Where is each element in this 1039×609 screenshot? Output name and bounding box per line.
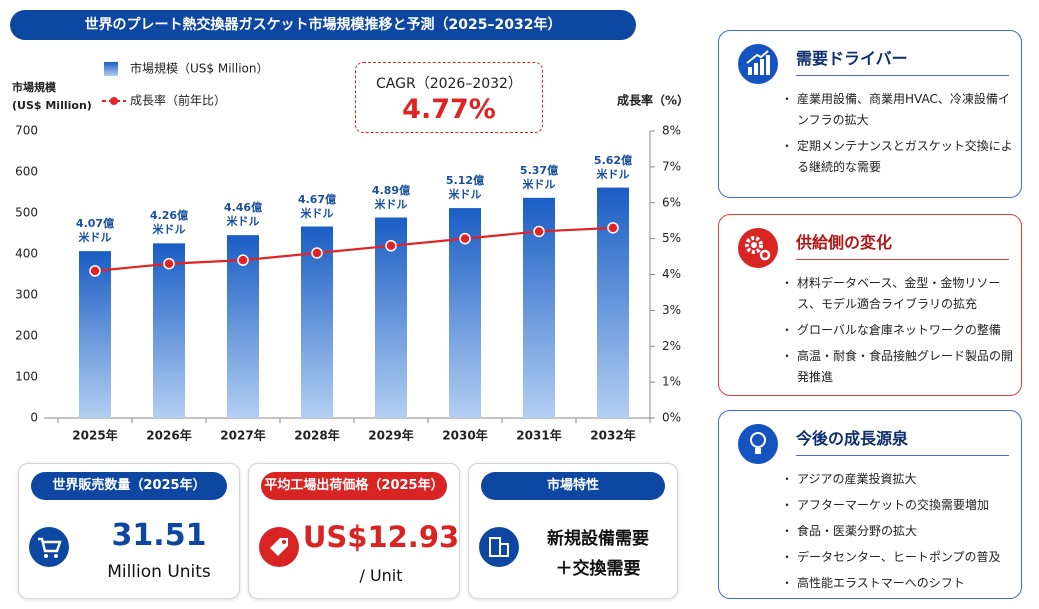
panel: 今後の成長源泉 アジアの産業投資拡大アフターマーケットの交換需要増加食品・医薬分…: [718, 410, 1022, 599]
divider: [796, 259, 1009, 260]
y2-tick-label: 5%: [662, 231, 681, 245]
point: [533, 225, 545, 238]
point: [459, 232, 471, 245]
y-axis-title: (US$ Million): [12, 99, 92, 112]
y-tick-label: 600: [15, 165, 38, 179]
y-tick-label: 0: [30, 411, 38, 425]
bullet-list: 産業用設備、商業用HVAC、冷凍設備インフラの拡大定期メンテナンスとガスケット交…: [781, 89, 1013, 183]
panel-title: 需要ドライバー: [796, 49, 908, 68]
bullet: アフターマーケットの交換需要増加: [781, 495, 1013, 516]
y-tick-label: 200: [15, 329, 38, 343]
value-label: 4.67億 米ドル: [297, 192, 337, 220]
y-tick-label: 100: [15, 370, 38, 384]
value-label: 4.26億 米ドル: [149, 209, 189, 237]
x-tick-label: 2025年: [72, 428, 117, 443]
value-label: 4.89億 米ドル: [371, 183, 411, 211]
point: [237, 254, 249, 266]
panel-title: 今後の成長源泉: [796, 429, 909, 448]
point: [385, 240, 397, 252]
x-tick-label: 2030年: [442, 428, 487, 443]
chart: 市場規模 (US$ Million) 成長率（%） 0 100 200 300 400 5…: [12, 61, 689, 443]
x-tick-label: 2032年: [590, 428, 635, 443]
value-label: 5.37億 米ドル: [519, 163, 559, 191]
bullet: 食品・医薬分野の拡大: [781, 521, 1013, 542]
bullet: 定期メンテナンスとガスケット交換による継続的な需要: [781, 136, 1013, 178]
bullet: 高性能エラストマーへのシフト: [781, 573, 1013, 594]
value-label: 5.12億 米ドル: [445, 174, 485, 202]
y2-tick-label: 6%: [662, 195, 681, 209]
card-unit: / Unit: [359, 566, 403, 585]
panel-title: 供給側の変化: [796, 233, 893, 252]
y2-tick-label: 3%: [662, 303, 681, 317]
cagr-value: 4.77%: [402, 94, 496, 125]
y2-tick-label: 4%: [662, 267, 681, 281]
card-title: 平均工場出荷価格（2025年）: [261, 472, 447, 500]
point: [163, 257, 175, 270]
bullet: 高温・耐食・食品接触グレード製品の開発推進: [781, 346, 1013, 388]
legend-label: 市場規模（US$ Million）: [130, 61, 269, 76]
y2-tick-label: 0%: [662, 411, 681, 425]
point: [89, 265, 101, 277]
y-tick-label: 300: [15, 288, 38, 302]
y-tick-label: 500: [15, 206, 38, 220]
card-text: ＋交換需要: [555, 559, 641, 579]
x-tick-label: 2031年: [516, 428, 561, 443]
y2-tick-label: 8%: [662, 124, 681, 138]
cart-icon: [29, 527, 69, 567]
panel: 需要ドライバー 産業用設備、商業用HVAC、冷凍設備インフラの拡大定期メンテナン…: [718, 30, 1022, 198]
card-title: 世界販売数量（2025年）: [31, 472, 227, 500]
bullet: アジアの産業投資拡大: [781, 469, 1013, 490]
card-title: 市場特性: [481, 472, 665, 500]
y-tick-label: 700: [15, 124, 38, 138]
y2-tick-label: 2%: [662, 339, 681, 353]
bullet: グローバルな倉庫ネットワークの整備: [781, 320, 1013, 341]
x-tick-label: 2029年: [368, 428, 413, 443]
building-icon: [479, 527, 519, 567]
legend-label: 成長率（前年比）: [130, 93, 226, 108]
card-unit: Million Units: [107, 562, 211, 582]
gear-icon: [738, 228, 778, 268]
bullet-list: アジアの産業投資拡大アフターマーケットの交換需要増加食品・医薬分野の拡大データセ…: [781, 469, 1013, 599]
line: [94, 226, 614, 273]
bulb-icon: [738, 424, 778, 464]
bullet: 産業用設備、商業用HVAC、冷凍設備インフラの拡大: [781, 89, 1013, 131]
card-text: 新規設備需要: [547, 529, 649, 549]
chart-title: 世界のプレート熱交換器ガスケット市場規模推移と予測（2025–2032年）: [10, 10, 636, 40]
bar: [79, 251, 111, 418]
panel: 供給側の変化 材料データベース、金型・金物リソース、モデル適合ライブラリの拡充グ…: [718, 214, 1022, 396]
value-label: 5.62億 米ドル: [593, 153, 633, 181]
bullet-list: 材料データベース、金型・金物リソース、モデル適合ライブラリの拡充グローバルな倉庫…: [781, 273, 1013, 393]
legend-swatch: [104, 62, 118, 76]
bar: [153, 243, 185, 418]
divider: [796, 455, 1009, 456]
x-tick-label: 2027年: [220, 428, 265, 443]
y-tick-label: 400: [15, 247, 38, 261]
card: 世界販売数量（2025年） 31.51 Million Units: [18, 463, 240, 599]
cagr-title: CAGR（2026–2032）: [376, 76, 522, 92]
y-axis-title: 市場規模: [12, 80, 57, 94]
card: 平均工場出荷価格（2025年） US$12.93 / Unit: [248, 463, 460, 599]
y2-tick-label: 1%: [662, 375, 681, 389]
x-tick-label: 2028年: [294, 428, 339, 443]
legend-swatch: [110, 97, 118, 105]
point: [607, 222, 619, 234]
value-label: 4.46億 米ドル: [223, 201, 263, 229]
card-value: US$12.93: [302, 520, 460, 554]
x-tick-label: 2026年: [146, 428, 191, 443]
cagr-box: CAGR（2026–2032） 4.77%: [355, 62, 543, 133]
bullet: 材料データベース、金型・金物リソース、モデル適合ライブラリの拡充: [781, 273, 1013, 315]
y2-axis-title: 成長率（%）: [617, 93, 689, 108]
card-value: 31.51: [111, 518, 207, 553]
tag-icon: [259, 527, 299, 567]
card: 市場特性 新規設備需要 ＋交換需要: [468, 463, 678, 599]
bullet: データセンター、ヒートポンプの普及: [781, 547, 1013, 568]
chart-icon: [738, 44, 778, 84]
point: [311, 247, 323, 259]
divider: [796, 75, 1009, 76]
value-label: 4.07億 米ドル: [75, 217, 115, 245]
y2-tick-label: 7%: [662, 159, 681, 173]
